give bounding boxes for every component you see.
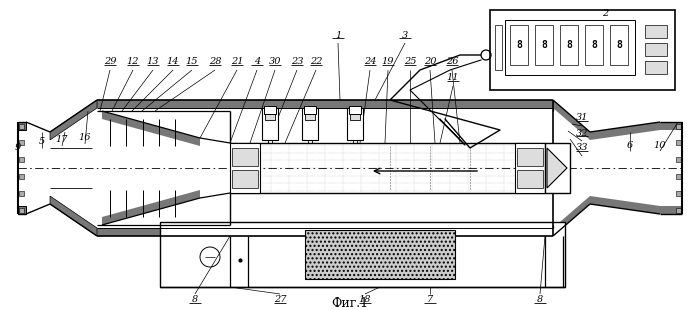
Polygon shape (50, 100, 97, 140)
Bar (545, 143, 570, 193)
Bar (515, 143, 545, 193)
Bar (232, 148, 258, 166)
Text: 8: 8 (591, 40, 597, 50)
Text: 30: 30 (269, 57, 281, 67)
Bar (610, 25, 628, 65)
Text: 8: 8 (537, 295, 543, 304)
Text: 3: 3 (402, 30, 408, 39)
Bar (676, 140, 681, 145)
Text: 5: 5 (39, 138, 45, 147)
Bar (676, 123, 681, 129)
Text: 29: 29 (104, 57, 116, 67)
Bar (19, 140, 24, 145)
Bar (19, 123, 24, 129)
Bar (160, 222, 565, 287)
Text: 23: 23 (290, 57, 303, 67)
Bar (302, 108, 318, 140)
Polygon shape (102, 190, 200, 225)
Text: 20: 20 (424, 57, 436, 67)
Polygon shape (50, 196, 97, 236)
Text: 18: 18 (358, 295, 371, 304)
Bar (676, 157, 681, 162)
Text: 17: 17 (56, 135, 69, 144)
Bar (19, 191, 24, 196)
Text: 15: 15 (186, 57, 198, 67)
Bar (305, 108, 315, 120)
Bar (262, 108, 278, 140)
Text: 2: 2 (602, 10, 608, 19)
Polygon shape (590, 122, 660, 140)
Polygon shape (553, 100, 590, 140)
Text: 8: 8 (192, 295, 198, 304)
Bar (560, 25, 578, 65)
Bar (535, 25, 553, 65)
Polygon shape (18, 122, 26, 130)
Polygon shape (97, 228, 553, 236)
Polygon shape (18, 206, 26, 214)
Bar (495, 25, 502, 70)
Bar (19, 207, 24, 212)
Text: Фиг.1: Фиг.1 (331, 297, 369, 310)
Bar (232, 170, 258, 188)
Text: 25: 25 (404, 57, 416, 67)
Text: 14: 14 (167, 57, 179, 67)
Bar (676, 174, 681, 179)
Text: 8: 8 (566, 40, 572, 50)
Text: 10: 10 (654, 140, 666, 149)
Text: 22: 22 (309, 57, 322, 67)
Bar (676, 191, 681, 196)
Text: 6: 6 (627, 140, 633, 149)
Text: 12: 12 (127, 57, 139, 67)
Text: 24: 24 (364, 57, 377, 67)
Polygon shape (660, 206, 682, 214)
Bar (265, 108, 275, 120)
Text: 8: 8 (541, 40, 547, 50)
Bar (490, 10, 675, 90)
Polygon shape (590, 196, 660, 214)
Bar (517, 170, 543, 188)
Text: 33: 33 (575, 144, 588, 153)
Polygon shape (547, 148, 567, 188)
Text: 26: 26 (446, 57, 459, 67)
Text: 16: 16 (78, 134, 91, 143)
Text: 7: 7 (427, 295, 433, 304)
Bar (264, 106, 276, 114)
Text: 31: 31 (575, 113, 588, 122)
Text: 8: 8 (616, 40, 622, 50)
Text: 27: 27 (274, 295, 286, 304)
Bar (19, 157, 24, 162)
Polygon shape (102, 111, 200, 146)
Bar (645, 43, 667, 56)
Text: 1: 1 (335, 30, 341, 39)
Text: 9: 9 (15, 144, 21, 153)
Polygon shape (97, 100, 553, 108)
Bar (347, 108, 363, 140)
Text: 8: 8 (516, 40, 522, 50)
Bar (19, 174, 24, 179)
Bar (517, 148, 543, 166)
Text: 19: 19 (382, 57, 394, 67)
Bar (645, 61, 667, 74)
Bar (305, 230, 455, 279)
Text: 28: 28 (209, 57, 221, 67)
Text: 21: 21 (231, 57, 244, 67)
Bar (505, 20, 635, 75)
Text: 32: 32 (575, 129, 588, 138)
Bar (645, 25, 667, 38)
Bar (349, 106, 361, 114)
Bar (510, 25, 528, 65)
Bar (676, 207, 681, 212)
Bar (304, 106, 316, 114)
Text: 11: 11 (447, 73, 459, 82)
Bar (350, 108, 360, 120)
Bar (230, 143, 260, 193)
Bar (585, 25, 603, 65)
Polygon shape (553, 196, 590, 236)
Text: 4: 4 (254, 57, 260, 67)
Polygon shape (660, 122, 682, 130)
Text: 13: 13 (147, 57, 160, 67)
